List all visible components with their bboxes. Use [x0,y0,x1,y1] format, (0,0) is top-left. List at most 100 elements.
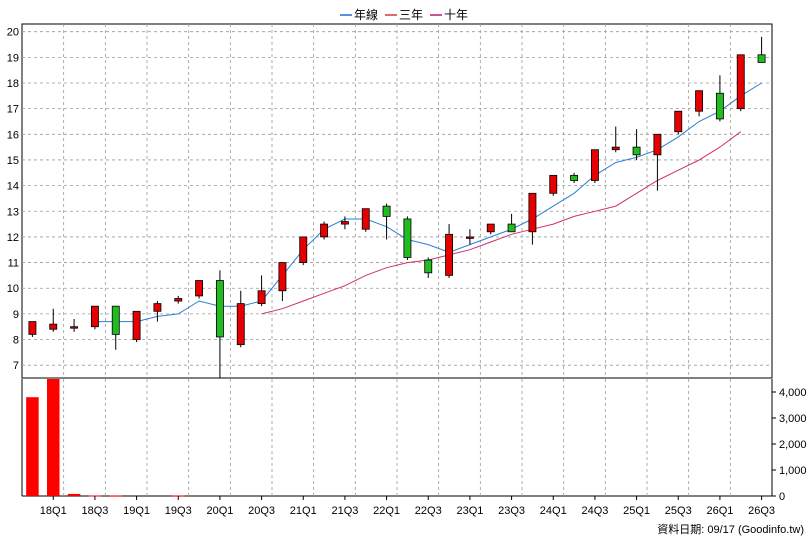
candle-body [90,305,99,328]
candle-body [403,218,412,258]
x-tick-label: 24Q1 [540,505,567,517]
volume-bar [88,495,102,497]
candle-body [236,303,245,346]
candle [757,36,766,63]
candle [549,174,558,196]
price-tick-label: 7 [13,360,19,372]
candle-body [570,174,579,181]
price-tick-label: 10 [7,283,19,295]
x-tick-label: 25Q3 [665,505,692,517]
legend-item-ten-year: 十年 [430,8,468,22]
x-tick-label: 18Q3 [81,505,108,517]
x-tick-label: 25Q1 [623,505,650,517]
candle [215,270,224,378]
candle-body [299,236,308,263]
x-tick-label: 23Q3 [498,505,525,517]
price-tick-label: 19 [7,52,19,64]
volume-bar [67,493,81,496]
candle-body [528,192,537,233]
candle [674,110,683,135]
candle [403,216,412,260]
candle-body [486,223,495,233]
candle [632,129,641,160]
candle-body [590,149,599,181]
legend-label-year-line: 年線 [354,7,378,22]
candle [153,301,162,322]
candle [590,149,599,184]
price-tick-label: 17 [7,104,19,116]
candle-body [215,280,224,338]
price-tick-label: 20 [7,27,19,39]
x-tick-label: 19Q1 [123,505,150,517]
candle [320,221,329,240]
candle [132,310,141,343]
candle [49,308,58,332]
price-tick-label: 8 [13,335,19,347]
candle [111,305,120,350]
candle-body [320,223,329,238]
year-line-series [94,82,762,323]
price-tick-label: 13 [7,206,19,218]
candle-body [278,262,287,292]
candle-body [695,90,704,112]
price-panel: 7 8 9 10 11 12 13 14 15 16 17 18 19 20 [7,23,773,379]
candle [507,213,516,233]
candle [90,305,99,330]
price-tick-label: 15 [7,155,19,167]
candle-body [445,233,454,276]
source-note: 資料日期: 09/17 (Goodinfo.tw) [657,522,804,536]
x-tick-label: 20Q3 [248,505,275,517]
volume-bar [109,495,122,497]
x-tick-label: 19Q3 [165,505,192,517]
x-tick-label: 21Q1 [290,505,317,517]
candle [528,192,537,245]
candle-body [632,146,641,156]
candle-body [132,310,141,340]
candle-body [174,298,183,302]
x-tick-label: 24Q3 [581,505,608,517]
price-tick-label: 16 [7,129,19,141]
legend: 年線 三年 十年 [340,7,468,22]
x-tick-label: 22Q1 [373,505,400,517]
volume-tick-label: 3,000 [779,413,807,425]
price-tick-label: 18 [7,78,19,90]
candle-body [70,326,79,329]
legend-label-ten-year: 十年 [444,8,468,22]
candle [361,208,370,232]
volume-bar [47,379,60,496]
x-tick-label: 23Q1 [456,505,483,517]
candle-body [507,223,516,233]
candle [382,203,391,240]
candle [174,295,183,304]
x-tick-label: 18Q1 [40,505,67,517]
candle-body [28,321,37,335]
candle-body [361,208,370,230]
price-tick-label: 9 [13,309,19,321]
volume-tick-label: 4,000 [779,387,807,399]
volume-bar [26,397,39,496]
candle [570,172,579,184]
candle [70,319,79,332]
candle-body [195,280,204,297]
candle [653,133,662,191]
candle [445,224,454,278]
legend-item-three-year: 三年 [385,8,423,22]
x-axis: 18Q1 18Q3 19Q1 19Q3 20Q1 20Q3 21Q1 21Q3 22Q1 22Q3… [40,496,775,517]
candle [424,257,433,278]
candle [236,290,245,348]
candle-body [340,221,349,225]
candle-body [674,110,683,133]
candle [611,126,620,153]
candle [715,75,724,122]
candle-body [549,174,558,194]
x-tick-label: 22Q3 [415,505,442,517]
candle-body [653,133,662,156]
candle [695,90,704,117]
legend-item-year-line: 年線 [340,7,378,22]
candle-body [465,236,474,239]
candle [195,280,204,299]
candle-body [49,323,58,330]
candle [465,229,474,245]
candle-body [736,54,745,110]
